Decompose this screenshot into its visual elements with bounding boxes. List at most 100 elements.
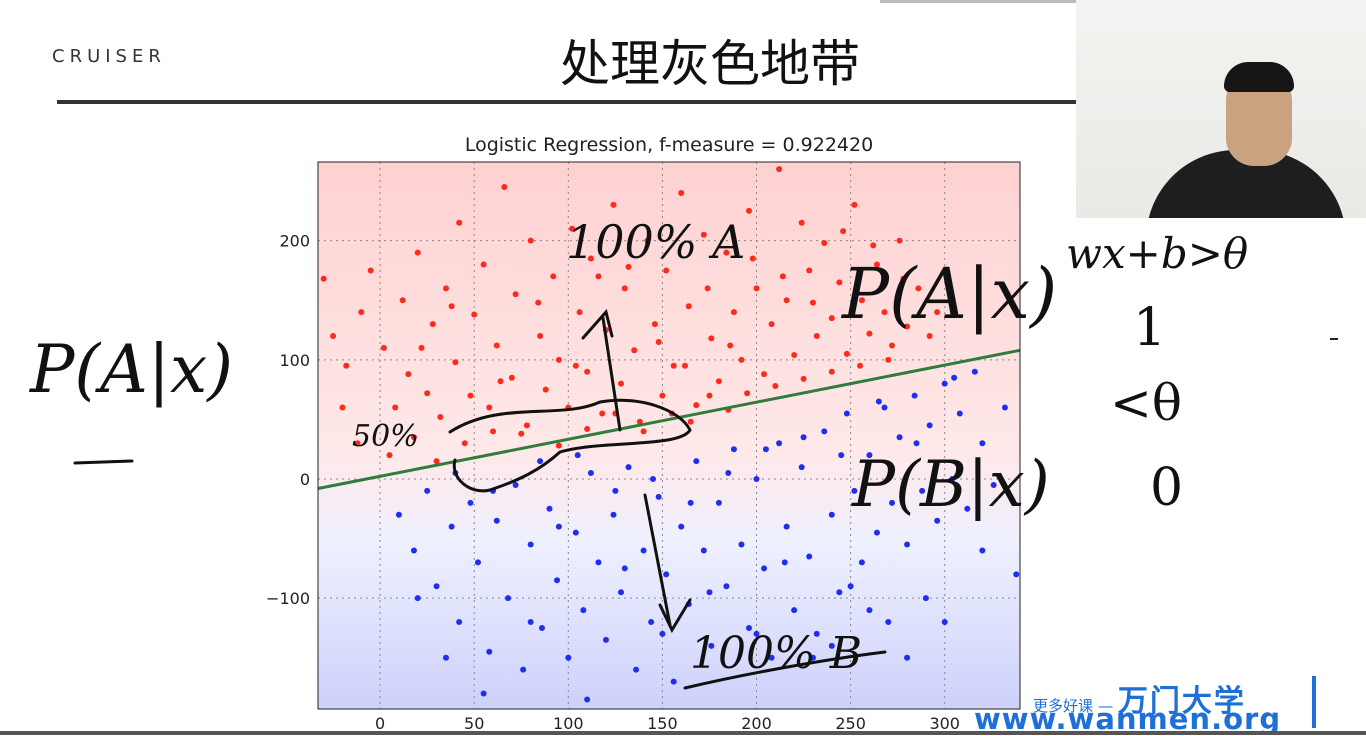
point-class-b <box>723 583 730 590</box>
y-tick-label: 200 <box>279 232 310 251</box>
point-class-b <box>612 487 619 494</box>
point-class-b <box>505 595 512 602</box>
watermark-dash: — <box>1098 697 1118 715</box>
point-class-a <box>708 335 715 342</box>
point-class-a <box>881 309 888 316</box>
x-tick-label: 300 <box>929 714 960 733</box>
point-class-b <box>670 678 677 685</box>
point-class-b <box>448 523 455 530</box>
point-class-b <box>858 559 865 566</box>
point-class-a <box>518 430 525 437</box>
point-class-a <box>367 267 374 274</box>
point-class-a <box>866 330 873 337</box>
point-class-b <box>828 642 835 649</box>
point-class-b <box>919 487 926 494</box>
watermark-url: www.wanmen.org <box>974 702 1282 736</box>
point-class-a <box>358 309 365 316</box>
point-class-a <box>508 374 515 381</box>
point-class-a <box>768 321 775 328</box>
point-class-a <box>798 219 805 226</box>
point-class-a <box>587 255 594 262</box>
point-class-b <box>836 589 843 596</box>
point-class-b <box>964 505 971 512</box>
presenter-hair <box>1224 62 1294 92</box>
point-class-a <box>493 342 500 349</box>
point-class-b <box>414 595 421 602</box>
chart-title: Logistic Regression, f-measure = 0.92242… <box>464 134 874 156</box>
point-class-a <box>904 323 911 330</box>
point-class-b <box>633 666 640 673</box>
point-class-b <box>648 619 655 626</box>
point-class-a <box>497 378 504 385</box>
point-class-b <box>490 487 497 494</box>
point-class-a <box>418 344 425 351</box>
point-class-b <box>745 624 752 631</box>
point-class-a <box>392 404 399 411</box>
point-class-b <box>1001 404 1008 411</box>
point-class-a <box>612 410 619 417</box>
point-class-a <box>599 410 606 417</box>
point-class-a <box>663 267 670 274</box>
point-class-b <box>467 499 474 506</box>
point-class-b <box>565 654 572 661</box>
point-class-a <box>685 303 692 310</box>
point-class-b <box>678 523 685 530</box>
point-class-b <box>875 398 882 405</box>
point-class-a <box>761 371 768 378</box>
point-class-a <box>828 368 835 375</box>
point-class-b <box>693 458 700 465</box>
point-class-b <box>762 446 769 453</box>
watermark-tag: 更多好课 <box>1033 697 1094 715</box>
point-class-a <box>843 350 850 357</box>
point-class-b <box>512 481 519 488</box>
watermark-brand: 万门大学 <box>1117 684 1246 719</box>
point-class-a <box>670 362 677 369</box>
point-class-a <box>640 428 647 435</box>
point-class-a <box>896 237 903 244</box>
point-class-b <box>685 601 692 608</box>
point-class-b <box>538 624 545 631</box>
point-class-b <box>655 493 662 500</box>
point-class-b <box>753 475 760 482</box>
point-class-a <box>550 273 557 280</box>
point-class-b <box>663 571 670 578</box>
point-class-b <box>474 559 481 566</box>
point-class-a <box>800 375 807 382</box>
point-class-b <box>934 517 941 524</box>
point-class-b <box>706 589 713 596</box>
point-class-b <box>913 440 920 447</box>
point-class-b <box>456 619 463 626</box>
point-class-b <box>659 630 666 637</box>
point-class-a <box>523 422 530 429</box>
point-class-b <box>979 440 986 447</box>
point-class-b <box>753 630 760 637</box>
point-class-a <box>706 392 713 399</box>
point-class-a <box>791 352 798 359</box>
point-class-a <box>915 285 922 292</box>
point-class-a <box>437 414 444 421</box>
webcam-feed <box>1076 0 1366 218</box>
point-class-b <box>828 511 835 518</box>
point-class-a <box>723 249 730 256</box>
watermark-bar <box>1312 676 1316 728</box>
point-class-a <box>783 297 790 304</box>
point-class-a <box>655 338 662 345</box>
point-class-b <box>618 589 625 596</box>
point-class-b <box>520 666 527 673</box>
point-class-a <box>885 356 892 363</box>
point-class-a <box>873 261 880 268</box>
point-class-b <box>791 607 798 614</box>
point-class-a <box>405 371 412 378</box>
point-class-a <box>704 285 711 292</box>
point-class-a <box>584 368 591 375</box>
x-tick-label: 0 <box>375 714 385 733</box>
point-class-b <box>911 392 918 399</box>
point-class-b <box>979 547 986 554</box>
axis-ticks: 0 50 100 150 200 250 300 −100 0 100 200 <box>266 232 960 733</box>
point-class-a <box>900 275 907 282</box>
point-class-b <box>395 511 402 518</box>
point-class-b <box>602 636 609 643</box>
point-class-a <box>858 297 865 304</box>
point-class-a <box>700 231 707 238</box>
point-class-b <box>738 541 745 548</box>
